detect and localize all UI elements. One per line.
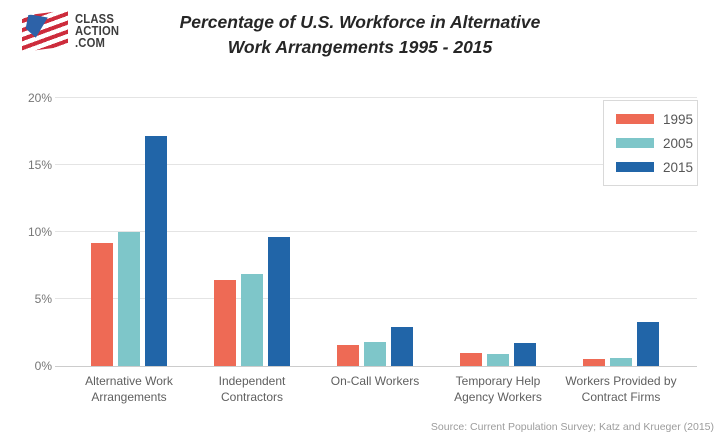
- gridline-15: [55, 164, 697, 165]
- legend-item-1995: 1995: [616, 112, 697, 127]
- logo-line-1: CLASS: [75, 12, 115, 26]
- legend-item-2015: 2015: [616, 160, 697, 175]
- y-tick-label: 20%: [27, 91, 52, 105]
- y-tick-label: 10%: [27, 225, 52, 239]
- bar-1995: [460, 352, 482, 366]
- bar-1995: [91, 242, 113, 366]
- logo-line-3: .COM: [75, 36, 106, 50]
- bar-1995: [214, 280, 236, 366]
- bar-2005: [364, 341, 386, 366]
- bar-2005: [487, 353, 509, 366]
- chart-title: Percentage of U.S. Workforce in Alternat…: [179, 12, 541, 57]
- logo-line-2: ACTION: [75, 24, 120, 38]
- classaction-logo[interactable]: CLASS ACTION .COM: [22, 10, 124, 52]
- legend-label: 2005: [663, 135, 694, 151]
- gridline-5: [55, 298, 697, 299]
- legend-label: 2015: [663, 159, 694, 175]
- x-axis-label: Independent Contractors: [218, 374, 286, 404]
- x-axis-label: Alternative Work Arrangements: [85, 374, 173, 404]
- y-tick-label: 0%: [34, 359, 52, 373]
- gridline-20: [55, 97, 697, 98]
- bar-2005: [118, 232, 140, 366]
- bar-2015: [391, 327, 413, 366]
- y-tick-label: 5%: [34, 292, 52, 306]
- legend: 1995 2005 2015: [603, 100, 698, 186]
- x-axis-label: Workers Provided by Contract Firms: [565, 374, 677, 404]
- bar-group-5: [583, 98, 659, 366]
- gridline-10: [55, 231, 697, 232]
- bar-2005: [610, 357, 632, 366]
- legend-label: 1995: [663, 111, 694, 127]
- x-axis-label: Temporary Help Agency Workers: [454, 374, 542, 404]
- source-note: Source: Current Population Survey; Katz …: [430, 421, 714, 433]
- legend-item-2005: 2005: [616, 136, 697, 151]
- bar-2015: [514, 343, 536, 366]
- bar-group-2: [214, 98, 290, 366]
- legend-swatch-1995: [616, 114, 654, 124]
- bar-group-4: [460, 98, 536, 366]
- logo-text: CLASS ACTION .COM: [75, 12, 120, 50]
- plot-area: [55, 97, 697, 367]
- flag-icon: [22, 10, 68, 52]
- bar-1995: [583, 359, 605, 366]
- bar-2005: [241, 273, 263, 366]
- bar-2015: [637, 321, 659, 366]
- bar-group-3: [337, 98, 413, 366]
- bar-2015: [145, 135, 167, 366]
- bar-2015: [268, 237, 290, 366]
- bar-group-1: [91, 98, 167, 366]
- legend-swatch-2005: [616, 138, 654, 148]
- y-tick-label: 15%: [27, 158, 52, 172]
- x-axis-label: On-Call Workers: [330, 374, 420, 388]
- legend-swatch-2015: [616, 162, 654, 172]
- bar-1995: [337, 344, 359, 366]
